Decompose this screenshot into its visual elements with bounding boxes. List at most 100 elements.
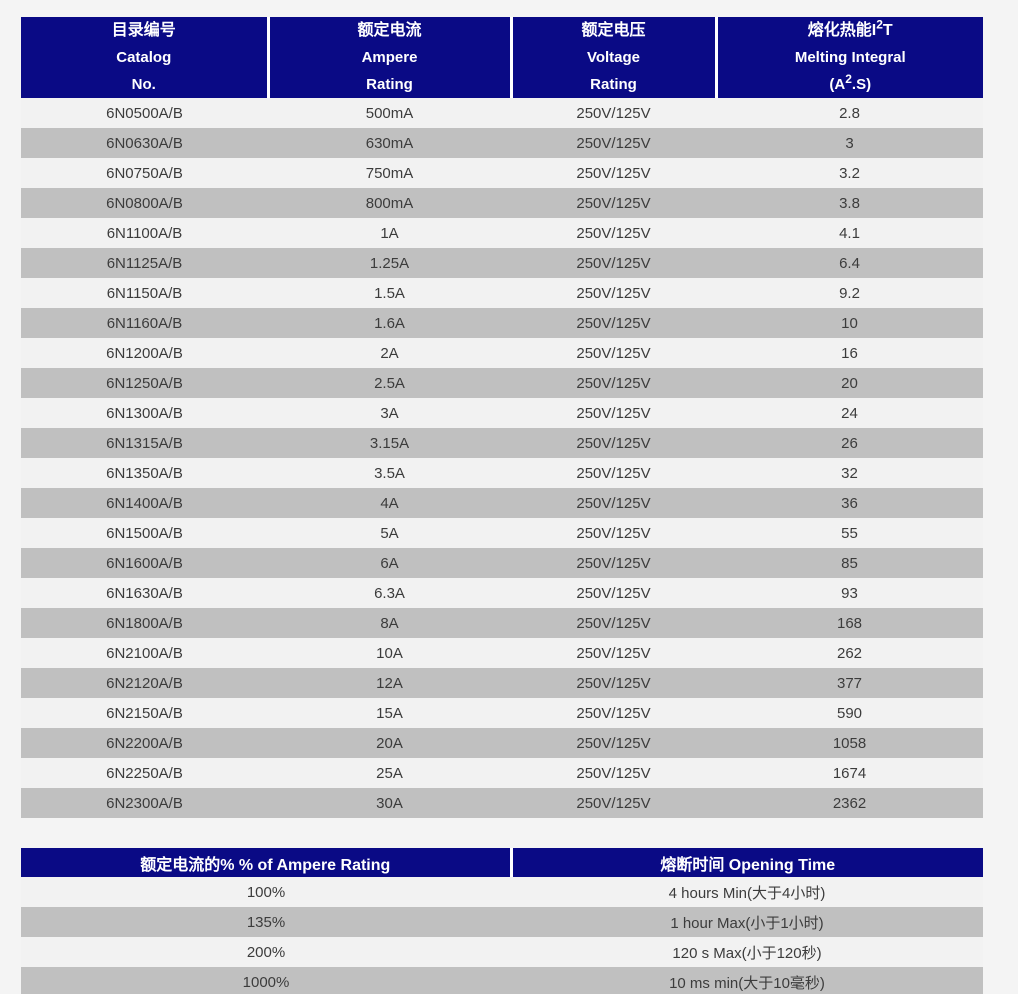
percent-cell: 1000% xyxy=(242,973,290,991)
voltage-cell: 250V/125V xyxy=(576,374,651,392)
table-row: 6N1250A/B 2.5A 250V/125V 20 xyxy=(21,368,983,398)
header-label-zh: 目录编号 xyxy=(111,22,176,39)
catalog-cell: 6N1160A/B xyxy=(106,314,183,332)
table-row: 6N1300A/B 3A 250V/125V 24 xyxy=(21,398,983,428)
header-label-zh: 额定电压 xyxy=(581,22,646,39)
table-row: 6N1100A/B 1A 250V/125V 4.1 xyxy=(21,218,983,248)
voltage-cell: 250V/125V xyxy=(576,164,651,182)
table-row: 6N1600A/B 6A 250V/125V 85 xyxy=(21,548,983,578)
melting-cell: 55 xyxy=(841,524,858,542)
opening-table-header: 额定电流的% % of Ampere Rating 熔断时间 Opening T… xyxy=(21,848,983,877)
melting-cell: 85 xyxy=(841,554,858,572)
catalog-cell: 6N1150A/B xyxy=(106,284,183,302)
table-row: 6N2200A/B 20A 250V/125V 1058 xyxy=(21,728,983,758)
melting-cell: 20 xyxy=(841,374,858,392)
ampere-cell: 3.5A xyxy=(374,464,405,482)
catalog-cell: 6N1200A/B xyxy=(106,344,183,362)
voltage-cell: 250V/125V xyxy=(576,674,651,692)
header-row: 目录编号 Catalog No. 额定电流 Ampere Rating 额定电压… xyxy=(21,17,983,98)
col-header-ampere-rating: 额定电流 Ampere Rating xyxy=(268,17,513,98)
header-row: 额定电流的% % of Ampere Rating 熔断时间 Opening T… xyxy=(21,848,983,877)
ampere-cell: 500mA xyxy=(365,104,414,122)
voltage-cell: 250V/125V xyxy=(576,194,651,212)
voltage-cell: 250V/125V xyxy=(576,614,651,632)
table-row: 6N2120A/B 12A 250V/125V 377 xyxy=(21,668,983,698)
percent-cell: 100% xyxy=(246,883,286,901)
header-label-en: Voltage xyxy=(586,49,641,66)
catalog-cell: 6N0500A/B xyxy=(106,104,183,122)
voltage-cell: 250V/125V xyxy=(576,104,651,122)
percent-cell: 200% xyxy=(246,943,286,961)
ampere-cell: 1.5A xyxy=(374,284,405,302)
ampere-cell: 2A xyxy=(380,344,399,362)
melting-cell: 93 xyxy=(841,584,858,602)
catalog-cell: 6N1350A/B xyxy=(106,464,183,482)
ampere-cell: 20A xyxy=(376,734,403,752)
catalog-cell: 6N1630A/B xyxy=(106,584,183,602)
opening-time-cell: 4 hours Min(大于4小时) xyxy=(668,884,826,902)
catalog-cell: 6N1800A/B xyxy=(106,614,183,632)
melting-cell: 1058 xyxy=(832,734,867,752)
header-label-en: No. xyxy=(131,76,156,93)
catalog-cell: 6N1300A/B xyxy=(106,404,183,422)
table-row: 6N1125A/B 1.25A 250V/125V 6.4 xyxy=(21,248,983,278)
ampere-cell: 12A xyxy=(376,674,403,692)
header-label-zh: 熔化热能I2T xyxy=(807,17,893,39)
superscript: 2 xyxy=(876,17,883,32)
table-row: 6N2100A/B 10A 250V/125V 262 xyxy=(21,638,983,668)
melting-cell: 24 xyxy=(841,404,858,422)
voltage-cell: 250V/125V xyxy=(576,404,651,422)
melting-cell: 2.8 xyxy=(839,104,860,122)
col-header-melting-integral: 熔化热能I2T Melting Integral (A2.S) xyxy=(716,17,983,98)
table-row: 6N1150A/B 1.5A 250V/125V 9.2 xyxy=(21,278,983,308)
table-row: 6N1200A/B 2A 250V/125V 16 xyxy=(21,338,983,368)
opening-time-table: 额定电流的% % of Ampere Rating 熔断时间 Opening T… xyxy=(21,848,983,994)
catalog-cell: 6N2200A/B xyxy=(106,734,183,752)
col-header-percent-of-ampere-rating: 额定电流的% % of Ampere Rating xyxy=(21,848,513,877)
ampere-cell: 3A xyxy=(380,404,399,422)
ampere-cell: 630mA xyxy=(365,134,414,152)
col-header-catalog-no: 目录编号 Catalog No. xyxy=(21,17,270,98)
melting-cell: 36 xyxy=(841,494,858,512)
voltage-cell: 250V/125V xyxy=(576,464,651,482)
table-row: 6N1315A/B 3.15A 250V/125V 26 xyxy=(21,428,983,458)
melting-cell: 32 xyxy=(841,464,858,482)
voltage-cell: 250V/125V xyxy=(576,704,651,722)
catalog-cell: 6N1125A/B xyxy=(106,254,183,272)
ampere-cell: 1.6A xyxy=(374,314,405,332)
ampere-cell: 10A xyxy=(376,644,403,662)
melting-cell: 168 xyxy=(836,614,863,632)
melting-cell: 3 xyxy=(845,134,854,152)
catalog-cell: 6N0800A/B xyxy=(106,194,183,212)
ampere-cell: 3.15A xyxy=(369,434,410,452)
voltage-cell: 250V/125V xyxy=(576,434,651,452)
col-header-voltage-rating: 额定电压 Voltage Rating xyxy=(511,17,718,98)
catalog-cell: 6N2250A/B xyxy=(106,764,183,782)
col-header-opening-time: 熔断时间 Opening Time xyxy=(511,848,983,877)
ampere-cell: 1.25A xyxy=(369,254,410,272)
voltage-cell: 250V/125V xyxy=(576,584,651,602)
ampere-cell: 1A xyxy=(380,224,399,242)
melting-cell: 1674 xyxy=(832,764,867,782)
melting-cell: 377 xyxy=(836,674,863,692)
table-row: 6N0800A/B 800mA 250V/125V 3.8 xyxy=(21,188,983,218)
catalog-cell: 6N2100A/B xyxy=(106,644,183,662)
table-row: 6N1350A/B 3.5A 250V/125V 32 xyxy=(21,458,983,488)
table-row: 1000% 10 ms min(大于10毫秒) xyxy=(21,967,983,994)
table-row: 100% 4 hours Min(大于4小时) xyxy=(21,877,983,907)
table-row: 6N0750A/B 750mA 250V/125V 3.2 xyxy=(21,158,983,188)
ratings-table-header: 目录编号 Catalog No. 额定电流 Ampere Rating 额定电压… xyxy=(21,17,983,98)
table-row: 6N2300A/B 30A 250V/125V 2362 xyxy=(21,788,983,818)
melting-cell: 4.1 xyxy=(839,224,860,242)
table-row: 6N1630A/B 6.3A 250V/125V 93 xyxy=(21,578,983,608)
ratings-table: 目录编号 Catalog No. 额定电流 Ampere Rating 额定电压… xyxy=(21,17,983,818)
table-row: 6N2150A/B 15A 250V/125V 590 xyxy=(21,698,983,728)
opening-time-cell: 10 ms min(大于10毫秒) xyxy=(669,974,825,992)
header-label-zh: 额定电流 xyxy=(357,22,422,39)
voltage-cell: 250V/125V xyxy=(576,314,651,332)
table-row: 6N1500A/B 5A 250V/125V 55 xyxy=(21,518,983,548)
voltage-cell: 250V/125V xyxy=(576,224,651,242)
table-row: 6N1800A/B 8A 250V/125V 168 xyxy=(21,608,983,638)
catalog-cell: 6N1600A/B xyxy=(106,554,183,572)
